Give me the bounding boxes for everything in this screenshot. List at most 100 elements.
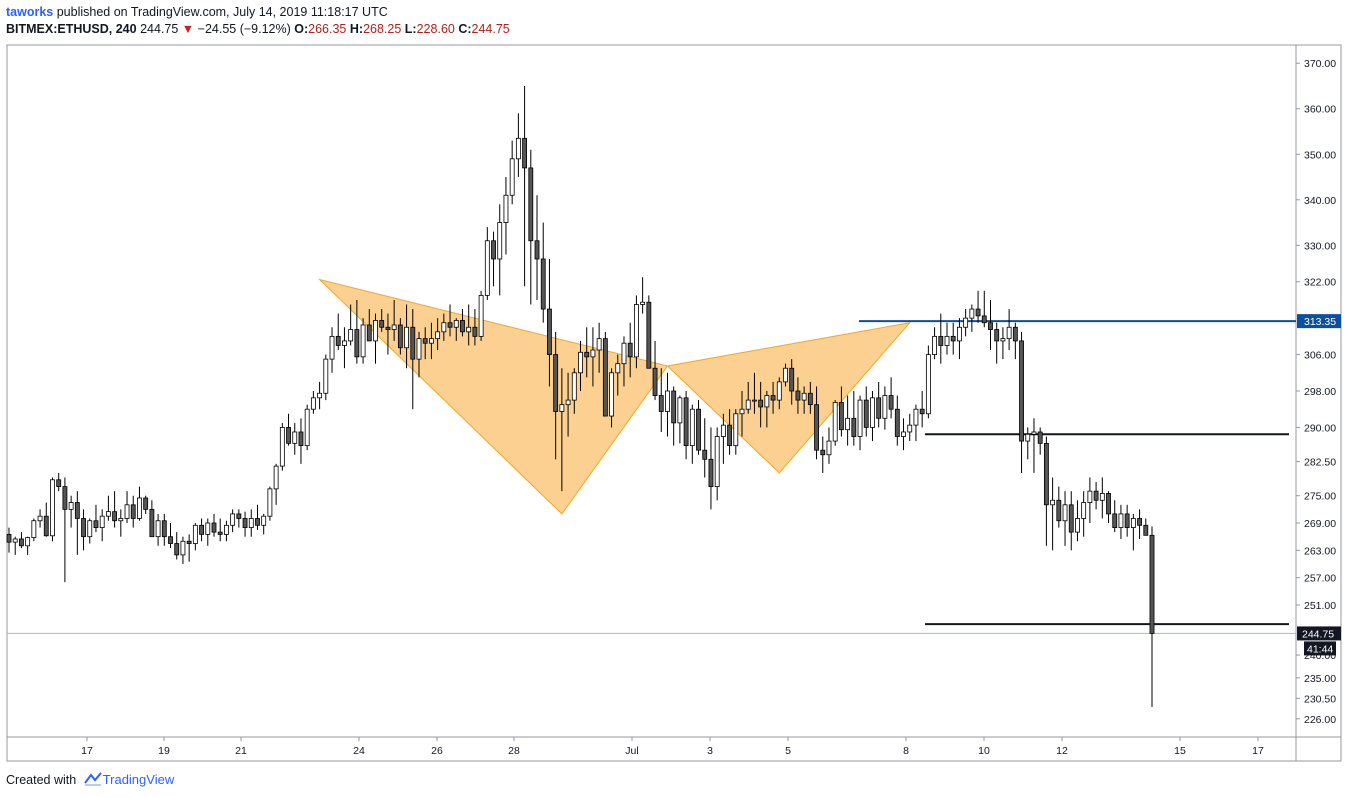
candle-body — [404, 326, 409, 349]
candle-body — [242, 518, 248, 528]
candle-body — [590, 349, 596, 358]
candle-body — [279, 427, 285, 467]
y-tick-label: 306.00 — [1304, 350, 1336, 362]
candle-body — [373, 320, 378, 342]
candle-body — [447, 322, 453, 328]
candle-body — [1031, 431, 1037, 435]
candle-body — [894, 408, 900, 437]
candle-body — [323, 358, 329, 394]
candle-body — [944, 335, 950, 346]
candle-body — [1112, 513, 1118, 528]
candle-body — [838, 401, 844, 431]
candle-body — [354, 329, 360, 358]
y-tick-label: 226.00 — [1304, 714, 1336, 726]
candle-body — [304, 408, 310, 447]
candle-body — [913, 408, 919, 426]
candle-body — [335, 335, 341, 346]
candle-body — [43, 515, 49, 537]
candle-body — [1081, 502, 1087, 519]
candle-body — [1093, 490, 1099, 501]
candle-body — [93, 520, 99, 528]
candle-body — [863, 399, 869, 428]
candle-body — [975, 308, 981, 317]
resistance-price-badge — [1297, 314, 1341, 329]
candle-body — [1062, 504, 1068, 522]
low-value: 228.60 — [416, 22, 455, 36]
candle-body — [149, 508, 155, 538]
candle-body — [745, 399, 751, 410]
candle-body — [366, 324, 372, 342]
candle-body — [814, 404, 819, 451]
candle-body — [1118, 513, 1124, 528]
symbol-label: BITMEX:ETHUSD, 240 — [6, 22, 137, 36]
candle-body — [211, 522, 217, 533]
chart-frame — [6, 44, 1342, 762]
candle-body — [161, 520, 167, 538]
candle-body — [1025, 433, 1031, 442]
last-price: 244.75 — [140, 22, 179, 36]
candle-body — [658, 395, 664, 412]
low-label: L: — [404, 22, 417, 36]
candle-body — [907, 424, 913, 433]
candle-body — [522, 137, 528, 169]
candle-body — [783, 367, 788, 383]
candle-body — [1056, 499, 1062, 522]
author-link[interactable]: taworks — [6, 5, 54, 19]
candle-body — [1006, 326, 1012, 340]
candle-body — [329, 335, 335, 360]
candle-body — [739, 408, 745, 415]
candle-body — [62, 486, 68, 510]
candle-body — [776, 381, 782, 401]
candle-body — [428, 338, 434, 344]
y-tick-label: 251.00 — [1304, 600, 1336, 612]
candle-body — [397, 324, 403, 349]
x-tick-label: 21 — [235, 745, 247, 757]
candle-body — [876, 397, 882, 419]
candle-body — [901, 431, 906, 437]
candle-body — [112, 511, 118, 522]
x-tick-label: 28 — [508, 745, 520, 757]
y-tick-label: 263.00 — [1304, 545, 1336, 557]
candle-body — [851, 417, 857, 437]
candle-body — [105, 511, 111, 517]
candle-body — [1050, 499, 1056, 506]
candle-body — [640, 301, 646, 305]
tradingview-brand[interactable]: TradingView — [102, 772, 175, 787]
candle-body — [50, 479, 55, 537]
candle-body — [925, 354, 931, 415]
candle-body — [19, 538, 24, 547]
candle-body — [1137, 518, 1142, 526]
candle-body — [31, 520, 37, 538]
candle-body — [81, 518, 86, 538]
candle-body — [205, 522, 211, 535]
x-tick-label: 17 — [81, 745, 93, 757]
y-tick-label: 269.00 — [1304, 518, 1336, 530]
candle-body — [192, 524, 198, 544]
candle-body — [602, 338, 608, 417]
candle-body — [223, 524, 229, 535]
candle-body — [714, 436, 720, 488]
candle-body — [255, 518, 260, 526]
down-triangle-icon: ▼ — [181, 22, 195, 36]
candle-body — [124, 504, 130, 519]
last-price-badge — [1297, 626, 1341, 641]
candle-body — [348, 329, 354, 342]
candle-body — [515, 137, 521, 160]
change-value: −24.55 (−9.12%) — [197, 22, 291, 36]
candle-body — [820, 449, 826, 456]
candle-body — [540, 258, 546, 310]
candle-body — [720, 424, 726, 437]
candle-body — [870, 397, 875, 428]
candle-body — [633, 304, 639, 358]
tradingview-logo-icon — [83, 772, 103, 789]
candle-body — [180, 540, 186, 556]
candle-body — [665, 390, 670, 412]
candle-body — [652, 367, 658, 396]
high-value: 268.25 — [363, 22, 402, 36]
candle-body — [37, 515, 43, 522]
last-price-label: 244.75 — [1302, 628, 1334, 640]
countdown-label: 41:44 — [1307, 643, 1333, 655]
candle-body — [702, 449, 708, 460]
x-tick-label: 26 — [431, 745, 443, 757]
